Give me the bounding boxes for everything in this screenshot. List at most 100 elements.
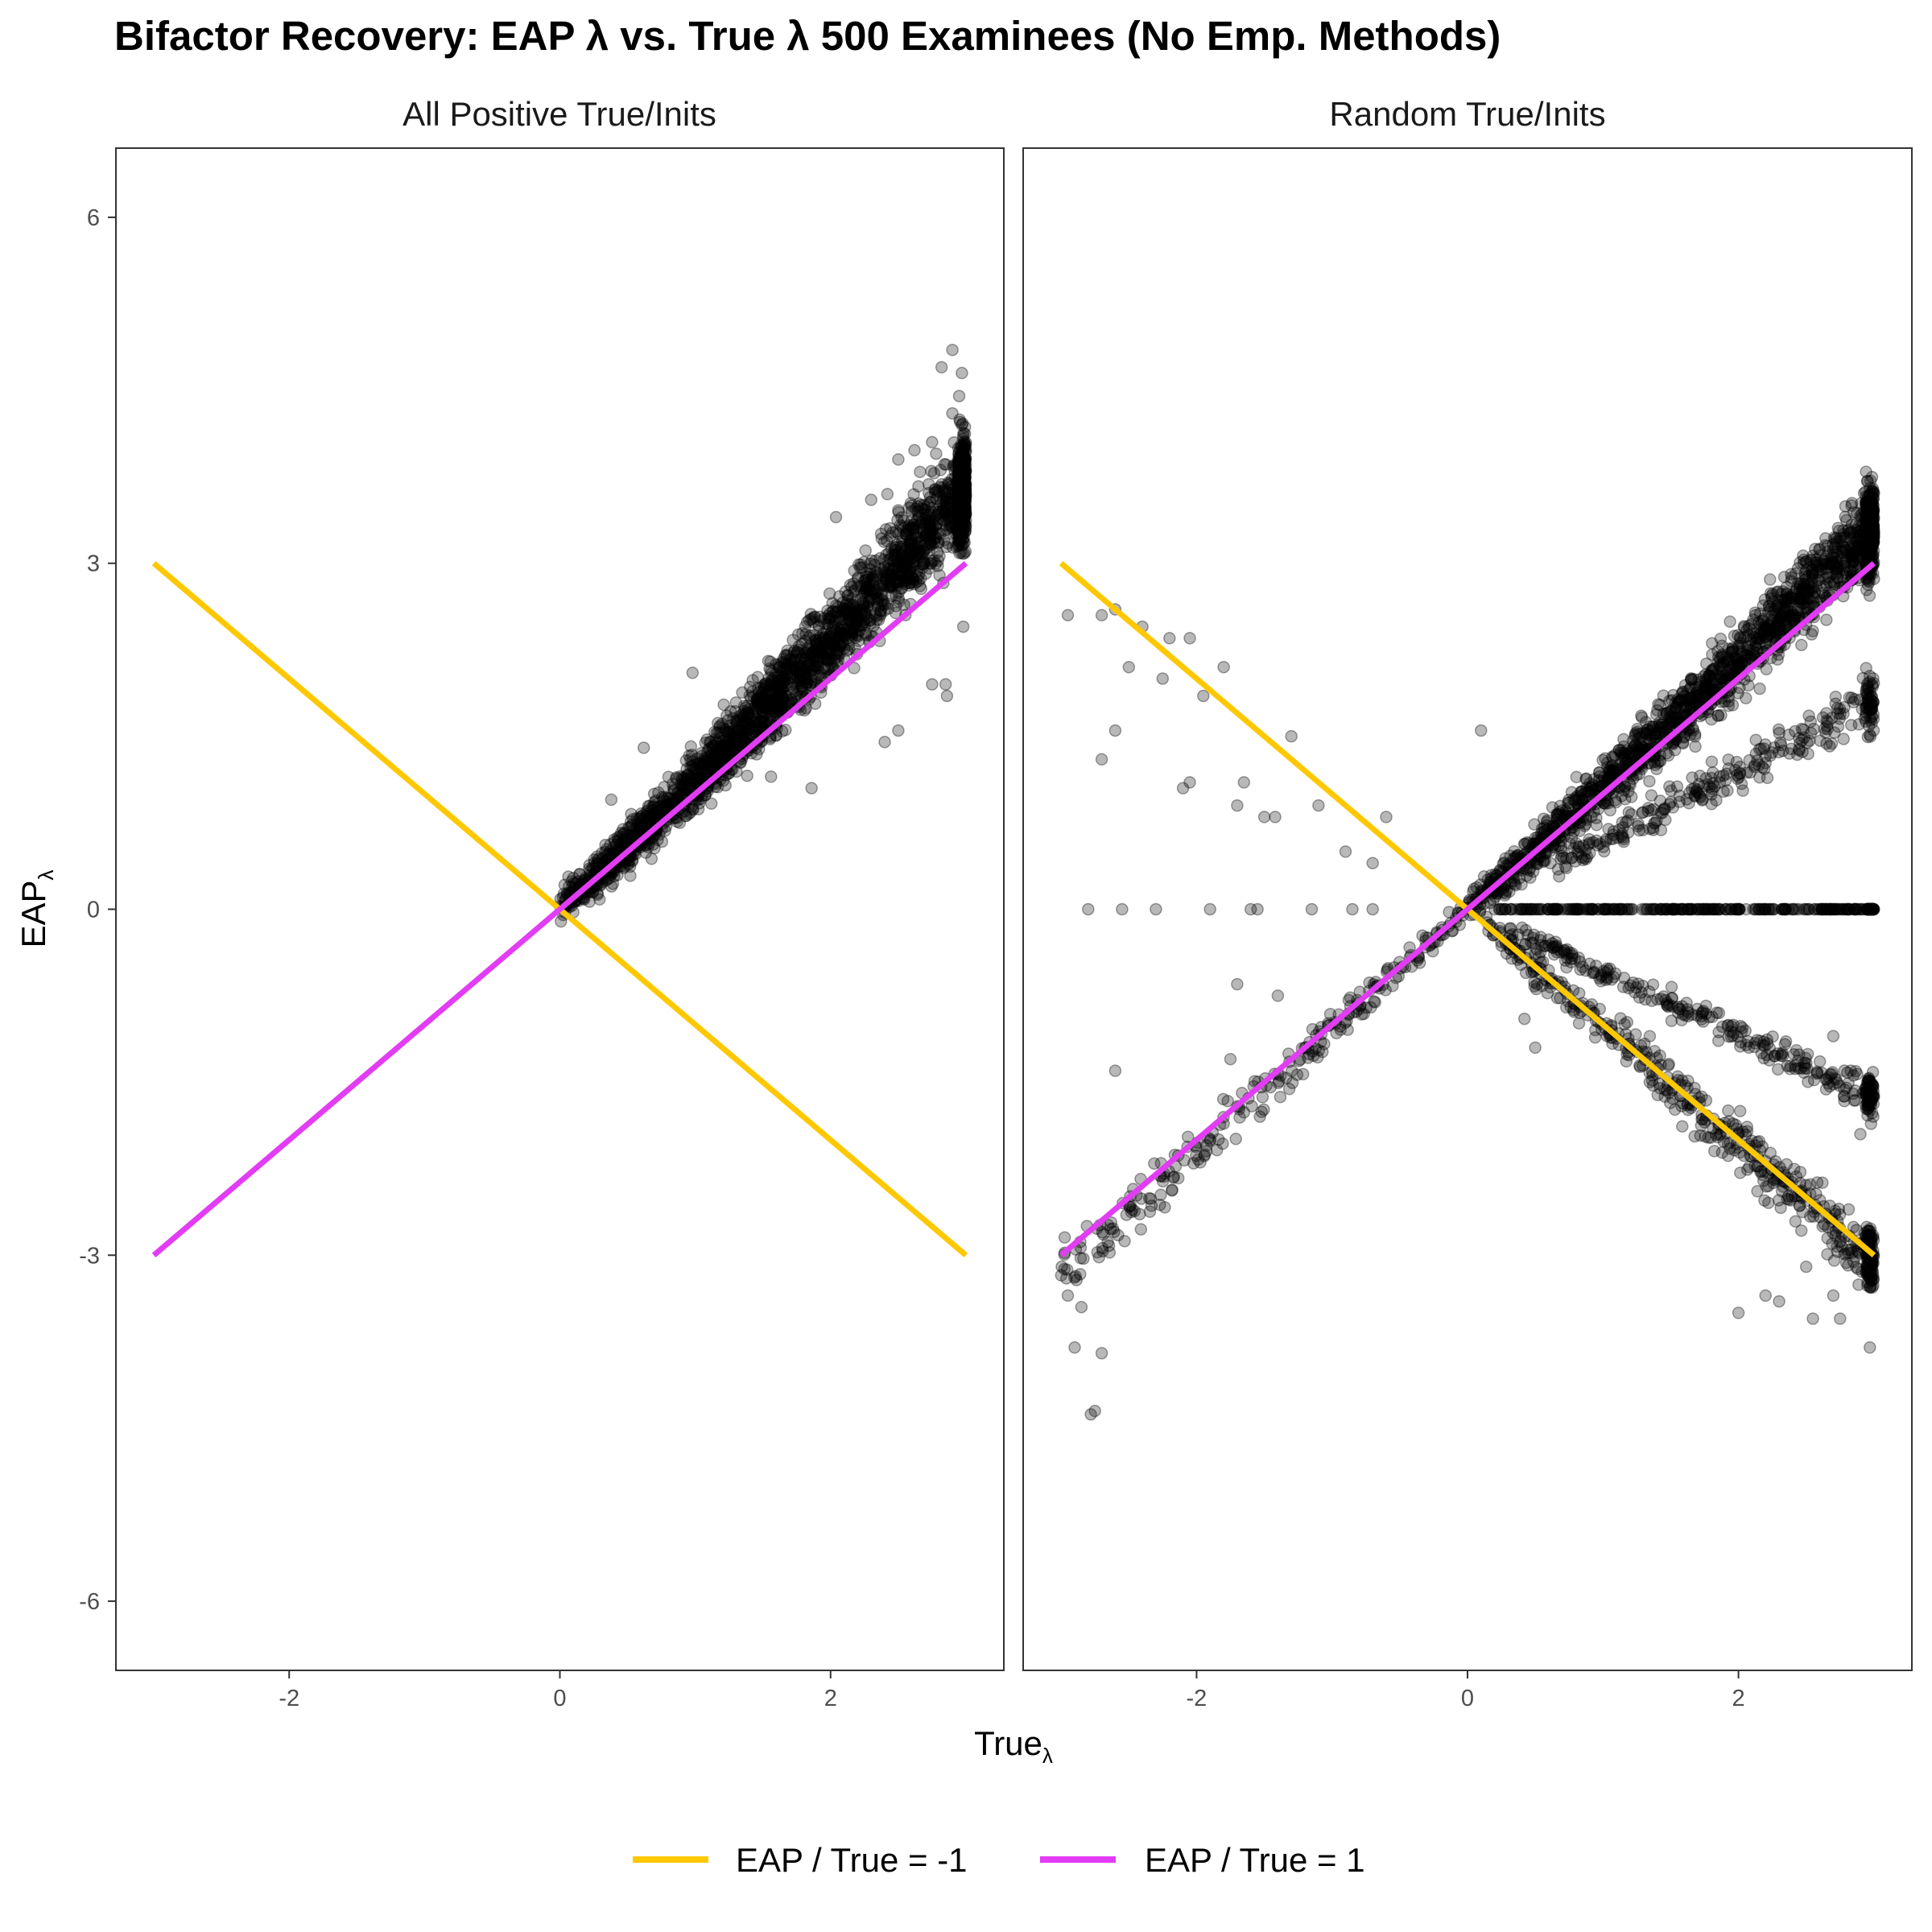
scatter-point — [864, 563, 877, 576]
scatter-point — [830, 599, 843, 612]
scatter-point — [708, 756, 722, 770]
scatter-point — [743, 689, 757, 703]
scatter-point — [625, 807, 638, 820]
scatter-point — [955, 469, 968, 482]
scatter-point — [820, 646, 833, 659]
scatter-point — [954, 514, 968, 526]
scatter-point — [600, 843, 613, 856]
scatter-point — [771, 698, 785, 711]
scatter-point — [839, 605, 852, 617]
scatter-point — [609, 846, 621, 859]
scatter-point — [750, 695, 764, 708]
scatter-point — [881, 488, 894, 501]
scatter-point — [840, 604, 853, 617]
scatter-point — [923, 477, 935, 491]
scatter-point — [842, 604, 855, 617]
scatter-point — [947, 526, 961, 539]
scatter-point — [1660, 747, 1673, 760]
scatter-point — [946, 541, 960, 554]
scatter-point — [919, 529, 932, 543]
scatter-point — [837, 603, 851, 616]
scatter-point — [704, 761, 717, 774]
scatter-point — [955, 448, 968, 461]
scatter-point — [1699, 686, 1711, 699]
scatter-point — [812, 642, 826, 654]
scatter-point — [954, 492, 968, 506]
scatter-point — [930, 517, 943, 530]
scatter-point — [881, 568, 894, 581]
scatter-point — [915, 502, 928, 515]
scatter-point — [953, 450, 966, 464]
scatter-point — [955, 448, 968, 461]
scatter-point — [731, 724, 745, 737]
scatter-point — [956, 466, 969, 480]
scatter-point — [810, 659, 823, 672]
scatter-point — [816, 626, 830, 640]
scatter-point — [886, 570, 899, 583]
scatter-point — [800, 675, 814, 689]
scatter-point — [939, 522, 953, 535]
scatter-point — [699, 789, 712, 802]
scatter-point — [940, 689, 954, 703]
scatter-point — [782, 696, 795, 709]
scatter-point — [892, 453, 905, 466]
scatter-point — [938, 506, 952, 519]
scatter-point — [832, 650, 844, 663]
scatter-point — [822, 663, 835, 676]
scatter-point — [749, 716, 762, 729]
scatter-point — [759, 700, 772, 713]
scatter-point — [952, 459, 965, 473]
scatter-point — [670, 770, 683, 784]
scatter-point — [741, 769, 753, 782]
scatter-point — [880, 573, 894, 586]
scatter-point — [952, 484, 965, 497]
scatter-point — [890, 540, 902, 554]
scatter-point — [1847, 696, 1860, 709]
scatter-point — [864, 592, 877, 606]
panel-title-all-positive: All Positive True/Inits — [402, 95, 716, 133]
scatter-point — [759, 691, 772, 704]
scatter-point — [830, 646, 843, 660]
scatter-point — [605, 793, 618, 807]
scatter-point — [955, 474, 968, 488]
scatter-point — [607, 840, 620, 854]
scatter-point — [730, 765, 743, 778]
scatter-point — [655, 791, 669, 803]
scatter-point — [954, 492, 967, 506]
scatter-point — [688, 762, 701, 776]
scatter-point — [785, 692, 798, 706]
scatter-point — [770, 708, 783, 722]
scatter-point — [845, 606, 858, 620]
scatter-point — [1769, 600, 1782, 613]
scatter-point — [865, 554, 878, 568]
scatter-point — [1621, 814, 1635, 828]
scatter-point — [617, 860, 631, 873]
scatter-point — [869, 609, 883, 622]
scatter-point — [955, 514, 968, 527]
scatter-point — [779, 689, 792, 703]
scatter-point — [666, 797, 679, 810]
scatter-point — [1689, 740, 1702, 753]
scatter-point — [845, 630, 858, 642]
scatter-point — [606, 877, 620, 890]
scatter-point — [952, 529, 965, 543]
scatter-point — [919, 511, 932, 524]
scatter-point — [952, 524, 966, 538]
scatter-point — [678, 781, 691, 794]
scatter-point — [888, 548, 902, 562]
scatter-point — [822, 654, 835, 667]
scatter-point — [931, 554, 945, 568]
scatter-point — [958, 495, 971, 509]
scatter-point — [958, 469, 972, 482]
scatter-point — [952, 504, 965, 518]
scatter-point — [747, 716, 760, 729]
scatter-point — [895, 520, 909, 533]
scatter-point — [959, 468, 972, 481]
scatter-point — [779, 657, 792, 671]
scatter-point — [642, 799, 655, 813]
scatter-point — [1705, 755, 1719, 768]
scatter-point — [637, 741, 650, 754]
scatter-point — [568, 877, 582, 890]
scatter-point — [1537, 853, 1550, 867]
